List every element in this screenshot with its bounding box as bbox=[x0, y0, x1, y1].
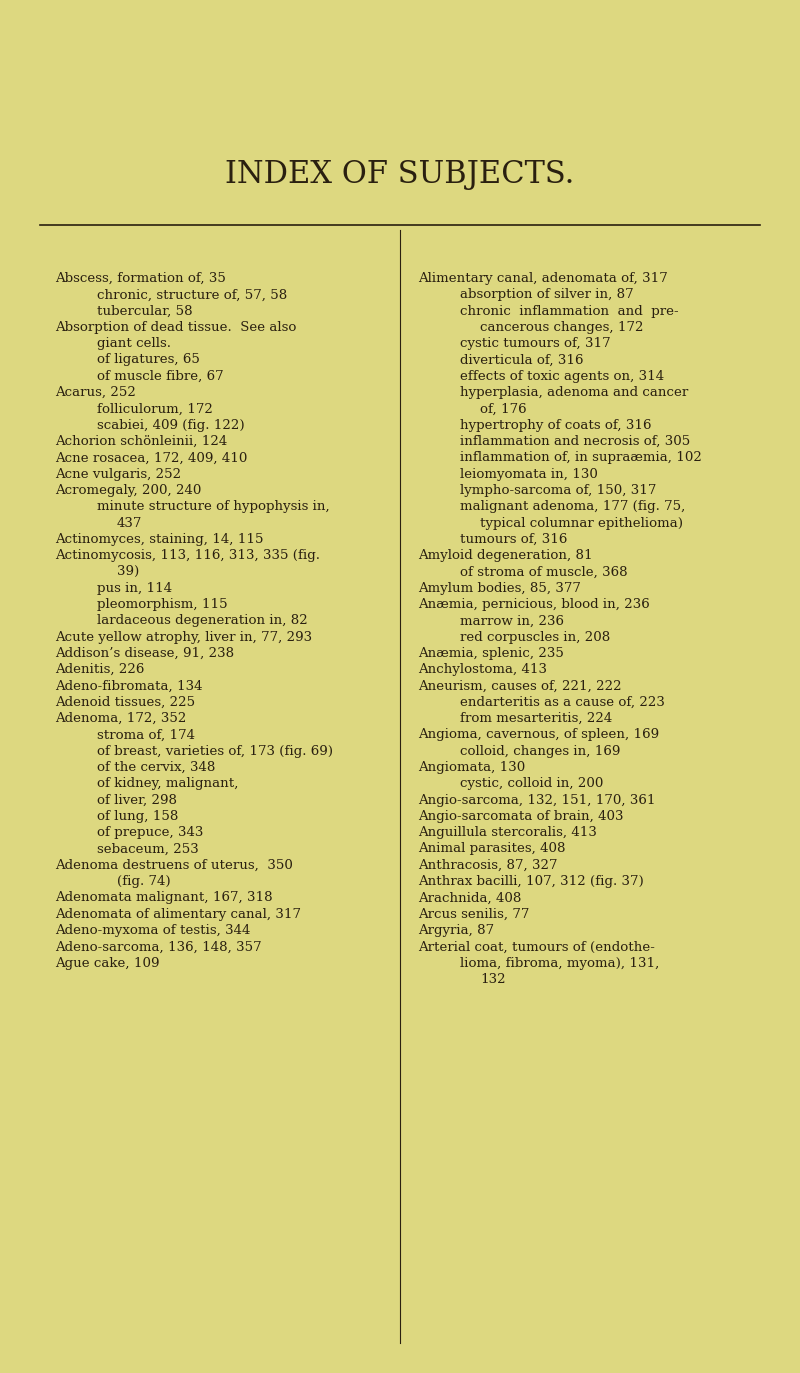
Text: lioma, fibroma, myoma), 131,: lioma, fibroma, myoma), 131, bbox=[460, 957, 659, 969]
Text: Adeno-sarcoma, 136, 148, 357: Adeno-sarcoma, 136, 148, 357 bbox=[55, 941, 262, 953]
Text: Actinomycosis, 113, 116, 313, 335 (fig.: Actinomycosis, 113, 116, 313, 335 (fig. bbox=[55, 549, 320, 562]
Text: Aneurism, causes of, 221, 222: Aneurism, causes of, 221, 222 bbox=[418, 680, 622, 692]
Text: Acne vulgaris, 252: Acne vulgaris, 252 bbox=[55, 468, 181, 481]
Text: Acarus, 252: Acarus, 252 bbox=[55, 386, 136, 400]
Text: Arcus senilis, 77: Arcus senilis, 77 bbox=[418, 908, 530, 921]
Text: diverticula of, 316: diverticula of, 316 bbox=[460, 353, 583, 367]
Text: Ague cake, 109: Ague cake, 109 bbox=[55, 957, 159, 969]
Text: cystic, colloid in, 200: cystic, colloid in, 200 bbox=[460, 777, 603, 791]
Text: Anthracosis, 87, 327: Anthracosis, 87, 327 bbox=[418, 858, 558, 872]
Text: chronic, structure of, 57, 58: chronic, structure of, 57, 58 bbox=[97, 288, 287, 301]
Text: Acute yellow atrophy, liver in, 77, 293: Acute yellow atrophy, liver in, 77, 293 bbox=[55, 630, 312, 644]
Text: Addison’s disease, 91, 238: Addison’s disease, 91, 238 bbox=[55, 647, 234, 660]
Text: Actinomyces, staining, 14, 115: Actinomyces, staining, 14, 115 bbox=[55, 533, 263, 546]
Text: Anchylostoma, 413: Anchylostoma, 413 bbox=[418, 663, 547, 676]
Text: INDEX OF SUBJECTS.: INDEX OF SUBJECTS. bbox=[226, 159, 574, 191]
Text: 39): 39) bbox=[117, 566, 139, 578]
Text: hyperplasia, adenoma and cancer: hyperplasia, adenoma and cancer bbox=[460, 386, 688, 400]
Text: Adenitis, 226: Adenitis, 226 bbox=[55, 663, 144, 676]
Text: of prepuce, 343: of prepuce, 343 bbox=[97, 827, 203, 839]
Text: Acromegaly, 200, 240: Acromegaly, 200, 240 bbox=[55, 483, 202, 497]
Text: tumours of, 316: tumours of, 316 bbox=[460, 533, 567, 546]
Text: Anæmia, pernicious, blood in, 236: Anæmia, pernicious, blood in, 236 bbox=[418, 599, 650, 611]
Text: of, 176: of, 176 bbox=[480, 402, 526, 416]
Text: effects of toxic agents on, 314: effects of toxic agents on, 314 bbox=[460, 369, 664, 383]
Text: pleomorphism, 115: pleomorphism, 115 bbox=[97, 599, 228, 611]
Text: Achorion schönleinii, 124: Achorion schönleinii, 124 bbox=[55, 435, 227, 448]
Text: Abscess, formation of, 35: Abscess, formation of, 35 bbox=[55, 272, 226, 286]
Text: of ligatures, 65: of ligatures, 65 bbox=[97, 353, 200, 367]
Text: giant cells.: giant cells. bbox=[97, 338, 171, 350]
Text: inflammation and necrosis of, 305: inflammation and necrosis of, 305 bbox=[460, 435, 690, 448]
Text: 132: 132 bbox=[480, 973, 506, 986]
Text: of the cervix, 348: of the cervix, 348 bbox=[97, 761, 215, 774]
Text: Animal parasites, 408: Animal parasites, 408 bbox=[418, 843, 566, 855]
Text: Anguillula stercoralis, 413: Anguillula stercoralis, 413 bbox=[418, 827, 597, 839]
Text: Anæmia, splenic, 235: Anæmia, splenic, 235 bbox=[418, 647, 564, 660]
Text: cancerous changes, 172: cancerous changes, 172 bbox=[480, 321, 643, 334]
Text: of stroma of muscle, 368: of stroma of muscle, 368 bbox=[460, 566, 628, 578]
Text: from mesarteritis, 224: from mesarteritis, 224 bbox=[460, 713, 612, 725]
Text: of muscle fibre, 67: of muscle fibre, 67 bbox=[97, 369, 224, 383]
Text: folliculorum, 172: folliculorum, 172 bbox=[97, 402, 213, 416]
Text: Absorption of dead tissue.  See also: Absorption of dead tissue. See also bbox=[55, 321, 296, 334]
Text: chronic  inflammation  and  pre-: chronic inflammation and pre- bbox=[460, 305, 678, 317]
Text: Adeno-myxoma of testis, 344: Adeno-myxoma of testis, 344 bbox=[55, 924, 250, 936]
Text: Arterial coat, tumours of (endothe-: Arterial coat, tumours of (endothe- bbox=[418, 941, 655, 953]
Text: Acne rosacea, 172, 409, 410: Acne rosacea, 172, 409, 410 bbox=[55, 452, 247, 464]
Text: Anthrax bacilli, 107, 312 (fig. 37): Anthrax bacilli, 107, 312 (fig. 37) bbox=[418, 875, 644, 888]
Text: stroma of, 174: stroma of, 174 bbox=[97, 729, 195, 741]
Text: lympho-sarcoma of, 150, 317: lympho-sarcoma of, 150, 317 bbox=[460, 483, 656, 497]
Text: of liver, 298: of liver, 298 bbox=[97, 794, 177, 806]
Text: Angioma, cavernous, of spleen, 169: Angioma, cavernous, of spleen, 169 bbox=[418, 729, 659, 741]
Text: Adenoma destruens of uterus,  350: Adenoma destruens of uterus, 350 bbox=[55, 858, 293, 872]
Text: leiomyomata in, 130: leiomyomata in, 130 bbox=[460, 468, 598, 481]
Text: lardaceous degeneration in, 82: lardaceous degeneration in, 82 bbox=[97, 614, 308, 627]
Text: Angiomata, 130: Angiomata, 130 bbox=[418, 761, 526, 774]
Text: of lung, 158: of lung, 158 bbox=[97, 810, 178, 822]
Text: Adenoma, 172, 352: Adenoma, 172, 352 bbox=[55, 713, 186, 725]
Text: Adenoid tissues, 225: Adenoid tissues, 225 bbox=[55, 696, 195, 708]
Text: of breast, varieties of, 173 (fig. 69): of breast, varieties of, 173 (fig. 69) bbox=[97, 744, 333, 758]
Text: red corpuscles in, 208: red corpuscles in, 208 bbox=[460, 630, 610, 644]
Text: typical columnar epithelioma): typical columnar epithelioma) bbox=[480, 516, 683, 530]
Text: Arachnida, 408: Arachnida, 408 bbox=[418, 891, 522, 905]
Text: inflammation of, in supraæmia, 102: inflammation of, in supraæmia, 102 bbox=[460, 452, 702, 464]
Text: sebaceum, 253: sebaceum, 253 bbox=[97, 843, 198, 855]
Text: cystic tumours of, 317: cystic tumours of, 317 bbox=[460, 338, 610, 350]
Text: of kidney, malignant,: of kidney, malignant, bbox=[97, 777, 238, 791]
Text: Angio-sarcoma, 132, 151, 170, 361: Angio-sarcoma, 132, 151, 170, 361 bbox=[418, 794, 655, 806]
Text: Angio-sarcomata of brain, 403: Angio-sarcomata of brain, 403 bbox=[418, 810, 623, 822]
Text: marrow in, 236: marrow in, 236 bbox=[460, 614, 564, 627]
Text: Amylum bodies, 85, 377: Amylum bodies, 85, 377 bbox=[418, 582, 581, 595]
Text: absorption of silver in, 87: absorption of silver in, 87 bbox=[460, 288, 634, 301]
Text: scabiei, 409 (fig. 122): scabiei, 409 (fig. 122) bbox=[97, 419, 245, 431]
Text: hypertrophy of coats of, 316: hypertrophy of coats of, 316 bbox=[460, 419, 651, 431]
Text: 437: 437 bbox=[117, 516, 142, 530]
Text: Adenomata of alimentary canal, 317: Adenomata of alimentary canal, 317 bbox=[55, 908, 301, 921]
Text: malignant adenoma, 177 (fig. 75,: malignant adenoma, 177 (fig. 75, bbox=[460, 500, 686, 514]
Text: (fig. 74): (fig. 74) bbox=[117, 875, 170, 888]
Text: Argyria, 87: Argyria, 87 bbox=[418, 924, 494, 936]
Text: pus in, 114: pus in, 114 bbox=[97, 582, 172, 595]
Text: Amyloid degeneration, 81: Amyloid degeneration, 81 bbox=[418, 549, 593, 562]
Text: minute structure of hypophysis in,: minute structure of hypophysis in, bbox=[97, 500, 330, 514]
Text: Adenomata malignant, 167, 318: Adenomata malignant, 167, 318 bbox=[55, 891, 273, 905]
Text: tubercular, 58: tubercular, 58 bbox=[97, 305, 193, 317]
Text: endarteritis as a cause of, 223: endarteritis as a cause of, 223 bbox=[460, 696, 665, 708]
Text: Adeno-fibromata, 134: Adeno-fibromata, 134 bbox=[55, 680, 202, 692]
Text: Alimentary canal, adenomata of, 317: Alimentary canal, adenomata of, 317 bbox=[418, 272, 668, 286]
Text: colloid, changes in, 169: colloid, changes in, 169 bbox=[460, 744, 620, 758]
